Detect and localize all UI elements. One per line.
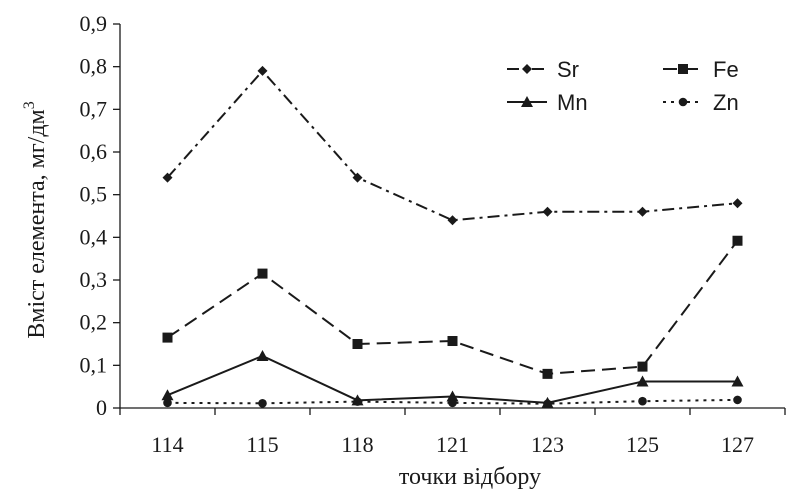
- y-tick-label: 0,5: [80, 182, 108, 207]
- data-point-zn: [258, 399, 267, 408]
- y-tick-label: 0,1: [80, 352, 108, 377]
- data-point-zn: [543, 399, 552, 409]
- data-point-sr: [162, 172, 173, 183]
- legend-marker-mn: [521, 96, 533, 107]
- y-tick-label: 0,3: [80, 267, 108, 292]
- x-tick-label: 127: [721, 432, 754, 457]
- series-layer: [161, 65, 744, 409]
- x-tick-label: 121: [436, 432, 469, 457]
- data-point-fe: [447, 336, 458, 347]
- data-point-mn: [161, 389, 174, 401]
- legend-marker-sr: [522, 64, 532, 74]
- legend-marker-zn: [678, 97, 688, 107]
- legend-item-sr: Sr: [507, 57, 579, 82]
- legend-label-zn: Zn: [713, 90, 739, 115]
- y-tick-label: 0,2: [80, 310, 108, 335]
- series-line-fe: [166, 240, 739, 375]
- data-point-zn: [353, 397, 362, 406]
- data-point-fe: [257, 268, 268, 279]
- x-tick-label: 114: [151, 432, 183, 457]
- x-tick-label: 118: [341, 432, 373, 457]
- data-point-fe: [637, 361, 648, 372]
- x-tick-label: 123: [531, 432, 564, 457]
- x-axis-title: точки відбору: [399, 464, 541, 490]
- data-point-sr: [637, 206, 648, 217]
- data-point-sr: [257, 65, 268, 76]
- data-point-zn: [638, 396, 647, 406]
- legend-marker-fe: [678, 64, 688, 74]
- data-point-zn: [448, 398, 457, 408]
- y-tick-label: 0,6: [80, 139, 108, 164]
- legend-label-fe: Fe: [713, 57, 739, 82]
- y-axis-title: Вміст елемента, мг/дм3: [21, 101, 50, 339]
- series-sr: [162, 65, 743, 226]
- legend-item-fe: Fe: [663, 57, 739, 82]
- y-tick-label: 0,9: [80, 11, 108, 36]
- data-point-sr: [447, 215, 458, 226]
- y-tick-label: 0: [96, 395, 107, 420]
- x-tick-label: 125: [626, 432, 659, 457]
- y-tick-label: 0,4: [80, 224, 108, 249]
- legend-label-sr: Sr: [557, 57, 579, 82]
- y-axis-title-superscript: 3: [21, 101, 38, 109]
- data-point-sr: [732, 198, 743, 209]
- data-point-fe: [732, 235, 743, 246]
- data-point-fe: [542, 368, 553, 379]
- y-tick-label: 0,7: [80, 96, 108, 121]
- data-point-mn: [636, 375, 649, 387]
- series-zn: [163, 395, 742, 409]
- legend-item-mn: Mn: [507, 90, 588, 115]
- legend-label-mn: Mn: [557, 90, 588, 115]
- data-point-mn: [731, 375, 744, 387]
- data-point-mn: [446, 390, 459, 402]
- data-point-fe: [162, 332, 173, 343]
- y-axis-title-text: Вміст елемента, мг/дм: [24, 109, 50, 339]
- data-point-sr: [542, 206, 553, 217]
- legend: Sr Fe Mn Zn: [507, 57, 739, 115]
- x-tick-label: 115: [246, 432, 278, 457]
- data-point-zn: [733, 395, 742, 405]
- series-fe: [162, 235, 743, 379]
- data-point-zn: [163, 398, 172, 408]
- data-point-sr: [352, 172, 363, 183]
- legend-item-zn: Zn: [663, 90, 739, 115]
- data-point-fe: [352, 339, 363, 349]
- series-line-sr: [166, 69, 738, 222]
- y-tick-label: 0,8: [80, 54, 108, 79]
- axes: 0 0,1 0,2 0,3 0,4 0,5 0,6 0,7 0,8 0,9 114 115 118 121…: [80, 11, 786, 457]
- data-point-mn: [256, 349, 269, 361]
